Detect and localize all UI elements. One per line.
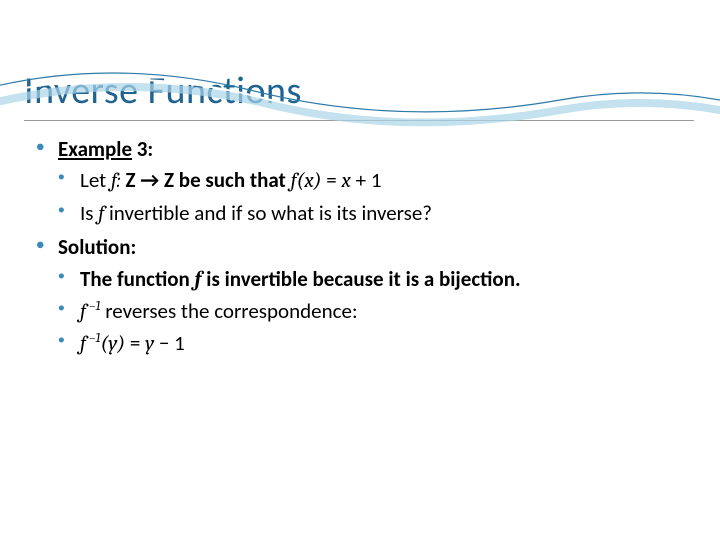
bullet-solution: Solution: The function f is invertible b… — [36, 233, 720, 360]
solution-label: Solution: — [58, 234, 136, 260]
solution-line-3: f −1(y) = y − 1 — [58, 329, 720, 359]
example-line-1: Let f: Z → Z be such that f(x) = x + 1 — [58, 166, 720, 196]
slide-body: Example 3: Let f: Z → Z be such that f(x… — [36, 135, 720, 360]
bullet-example: Example 3: Let f: Z → Z be such that f(x… — [36, 135, 720, 229]
example-line-2: Is f invertible and if so what is its in… — [58, 199, 720, 229]
example-number: 3: — [132, 136, 153, 162]
example-label: Example — [58, 136, 132, 162]
title-container: Inverse Functions — [24, 68, 694, 121]
solution-line-2: f −1 reverses the correspondence: — [58, 297, 720, 327]
solution-line-1: The function f is invertible because it … — [58, 265, 720, 295]
slide-title: Inverse Functions — [24, 68, 694, 114]
